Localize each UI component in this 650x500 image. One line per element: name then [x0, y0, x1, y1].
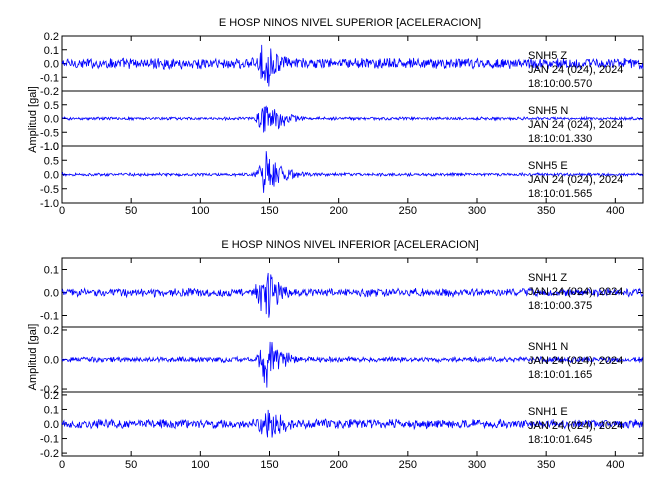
time-label: 18:10:00.570: [528, 78, 592, 90]
station-label: SNH1 N: [528, 341, 568, 353]
station-label: SNH1 E: [528, 406, 568, 418]
station-label: SNH5 N: [528, 105, 568, 117]
waveform-trace: [61, 341, 644, 388]
x-tick-label: 150: [260, 205, 278, 217]
y-tick-label: 0.0: [44, 355, 59, 367]
y-tick-label: -0.1: [40, 72, 59, 84]
x-tick-label: 0: [59, 205, 65, 217]
x-tick-label: 350: [537, 459, 555, 471]
x-tick-label: 50: [125, 459, 137, 471]
waveform-trace: [61, 105, 644, 133]
time-label: 18:10:00.375: [528, 300, 592, 312]
x-tick-label: 400: [606, 205, 624, 217]
trace-panel: 0.2 0.0 -0.2 SNH1 N JAN 24 (024), 2024 18:10:…: [40, 325, 644, 396]
waveform-trace: [61, 44, 644, 87]
y-tick-label: 0.0: [44, 419, 59, 431]
y-axis-label: Amplitud [gal]: [27, 324, 39, 391]
y-tick-label: 0.5: [44, 155, 59, 167]
trace-panel: 0.2 0.1 0.0-0.1 -0.2 SNH5 Z JAN 24 (024), 202…: [40, 31, 644, 98]
y-tick-label: -0.1: [40, 434, 59, 446]
chart-title: E HOSP NINOS NIVEL INFERIOR [ACELERACION…: [221, 239, 478, 251]
y-tick-label: -0.5: [40, 127, 59, 139]
x-tick-label: 400: [606, 459, 624, 471]
date-label: JAN 24 (024), 2024: [528, 119, 623, 131]
date-label: JAN 24 (024), 2024: [528, 355, 623, 367]
y-tick-label: -0.5: [40, 184, 59, 196]
y-tick-label: 0.2: [44, 31, 59, 43]
chart-title: E HOSP NINOS NIVEL SUPERIOR [ACELERACION…: [219, 17, 481, 29]
date-label: JAN 24 (024), 2024: [528, 174, 623, 186]
y-tick-label: -0.1: [40, 311, 59, 323]
y-tick-label: 0.2: [44, 390, 59, 402]
y-tick-label: 0.0: [44, 170, 59, 182]
y-tick-label: 0.0: [44, 114, 59, 126]
trace-panel: 0.2 0.1 0.0 -0.1 -0.2 SNH1 E JAN 24 (024), 202…: [40, 390, 644, 460]
x-tick-label: 150: [260, 459, 278, 471]
x-tick-label: 100: [191, 459, 209, 471]
y-tick-label: -0.2: [40, 86, 59, 98]
y-tick-label: 0.1: [44, 45, 59, 57]
date-label: JAN 24 (024), 2024: [528, 64, 623, 76]
x-tick-label: 100: [191, 205, 209, 217]
waveform-trace: [61, 409, 644, 438]
y-tick-label: -1.0: [40, 141, 59, 153]
chart-group: E HOSP NINOS NIVEL SUPERIOR [ACELERACION…: [27, 17, 644, 217]
y-tick-label: -0.2: [40, 448, 59, 460]
x-tick-label: 200: [329, 205, 347, 217]
y-axis-label: Amplitud [gal]: [27, 86, 39, 153]
time-label: 18:10:01.565: [528, 188, 592, 200]
station-label: SNH5 Z: [528, 50, 567, 62]
y-tick-label: -0.2: [40, 384, 59, 396]
time-label: 18:10:01.330: [528, 133, 592, 145]
y-tick-label: 0.2: [44, 325, 59, 337]
y-tick-label: 0.5: [44, 100, 59, 112]
trace-panel: 0.1 0.0 -0.1 SNH1 Z JAN 24 (024), 2024 18:10:…: [40, 257, 644, 328]
trace-panel: 1.0 0.5 0.0 -0.5 -1.0 SNH5 E JAN 24 (024), 202…: [40, 141, 644, 210]
x-tick-label: 200: [329, 459, 347, 471]
y-tick-label: 0.0: [44, 59, 59, 71]
date-label: JAN 24 (024), 2024: [528, 420, 623, 432]
station-label: SNH1 Z: [528, 272, 567, 284]
x-tick-label: 0: [59, 459, 65, 471]
waveform-trace: [61, 272, 644, 318]
x-tick-label: 50: [125, 205, 137, 217]
y-tick-label: -1.0: [40, 198, 59, 210]
station-label: SNH5 E: [528, 160, 568, 172]
time-label: 18:10:01.165: [528, 369, 592, 381]
chart-group: E HOSP NINOS NIVEL INFERIOR [ACELERACION…: [27, 239, 644, 471]
x-tick-label: 250: [399, 205, 417, 217]
trace-panel: 0.5 0.0-0.5 -1.0 SNH5 N JAN 24 (024), 2024 18…: [40, 90, 644, 153]
y-tick-label: 1.0: [44, 141, 59, 153]
x-tick-label: 250: [399, 459, 417, 471]
time-label: 18:10:01.645: [528, 434, 592, 446]
x-tick-label: 300: [468, 459, 486, 471]
y-tick-label: 0.1: [44, 265, 59, 277]
x-tick-label: 350: [537, 205, 555, 217]
y-tick-label: 0.1: [44, 404, 59, 416]
waveform-trace: [61, 151, 644, 193]
date-label: JAN 24 (024), 2024: [528, 286, 623, 298]
x-tick-label: 300: [468, 205, 486, 217]
y-tick-label: 0.0: [44, 288, 59, 300]
